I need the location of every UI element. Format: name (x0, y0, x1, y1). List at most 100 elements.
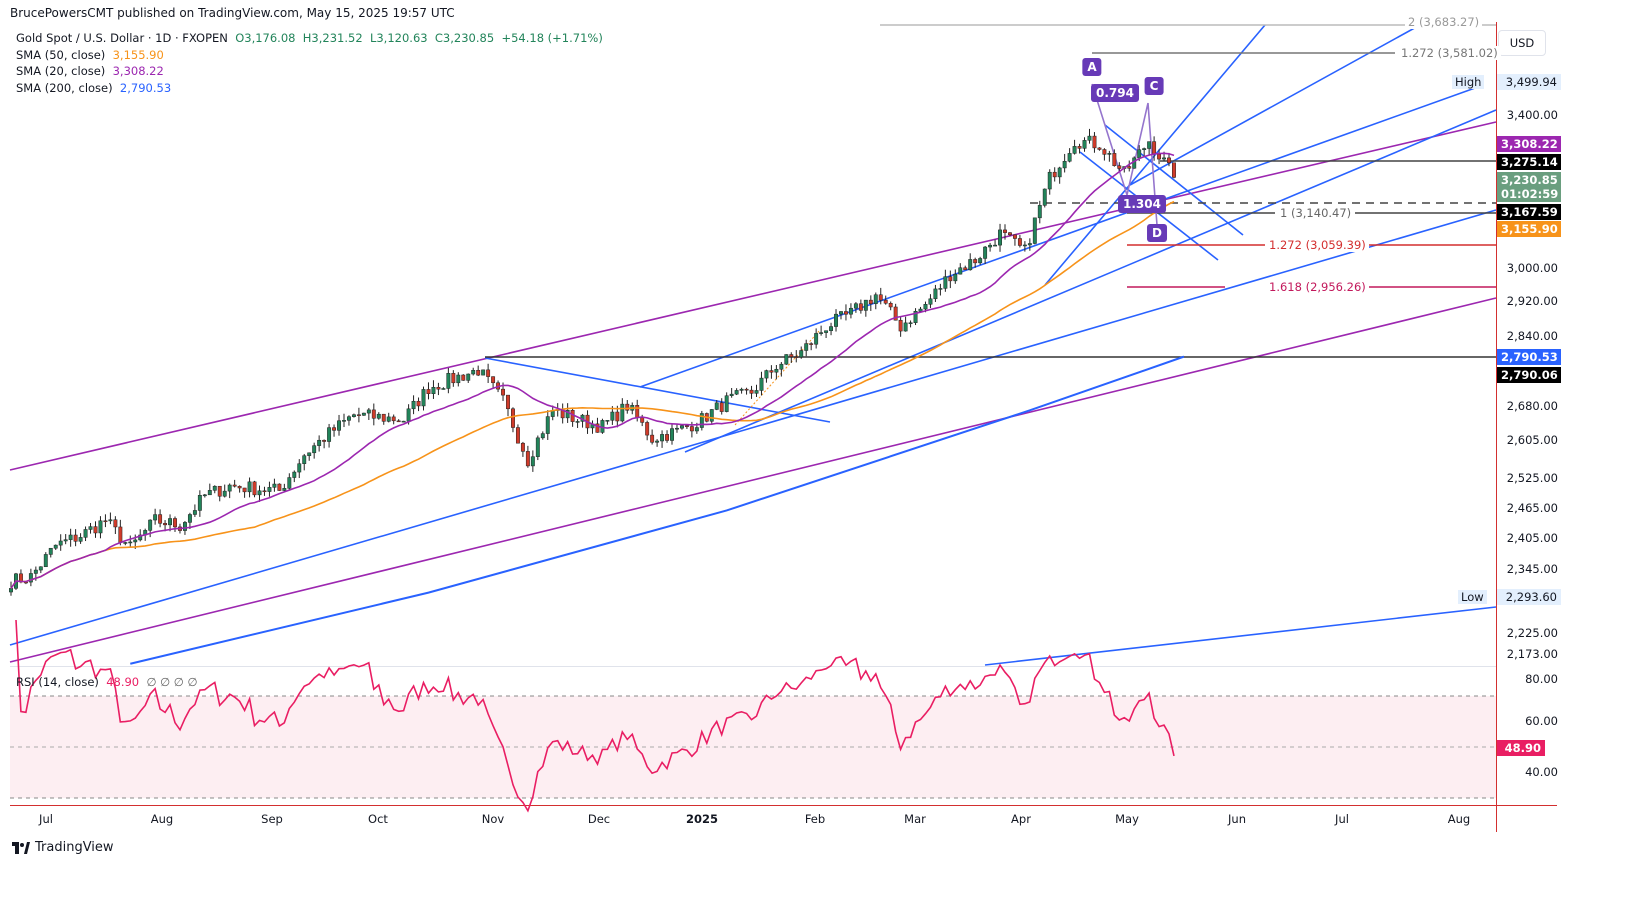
sma20-row[interactable]: SMA (20, close) 3,308.22 (16, 64, 164, 78)
candle-body (794, 356, 799, 358)
candle-body (665, 434, 669, 441)
candle-body (873, 294, 878, 305)
candle-body (535, 437, 540, 457)
high-value: H3,231.52 (302, 31, 363, 45)
candle-body (1092, 135, 1097, 149)
candle-body (834, 313, 838, 327)
candle-body (83, 529, 88, 538)
candle-body (625, 403, 630, 411)
candle-body (361, 412, 366, 416)
candle-body (347, 416, 351, 421)
candle-body (799, 350, 804, 358)
price-tick: 2,345.00 (1506, 562, 1558, 576)
price-tick: 2,525.00 (1506, 471, 1558, 485)
candle-body (1027, 243, 1032, 246)
symbol-row[interactable]: Gold Spot / U.S. Dollar · 1D · FXOPEN O3… (16, 30, 603, 47)
pattern-point-c[interactable]: C (1144, 77, 1164, 95)
sma50-row[interactable]: SMA (50, close) 3,155.90 (16, 47, 164, 62)
candle-body (421, 389, 426, 407)
time-tick: Apr (1011, 812, 1031, 826)
candle-body (814, 333, 819, 345)
candle-body (739, 388, 744, 391)
candle-body (650, 434, 655, 443)
candle-body (1042, 188, 1047, 206)
candle-body (133, 539, 138, 543)
candle-body (441, 388, 446, 390)
time-tick: Sep (261, 812, 283, 826)
price-tick: 2,225.00 (1506, 626, 1558, 640)
rsi-line (15, 619, 1175, 813)
candle-body (918, 308, 923, 312)
low-tag: 2,293.60 (1497, 589, 1561, 605)
close-value: C3,230.85 (434, 31, 495, 45)
candle-body (958, 267, 963, 275)
candle-body (779, 363, 784, 370)
candle-body (108, 519, 113, 522)
candle-body (461, 374, 466, 381)
level-tag: 3,275.14 (1497, 154, 1561, 170)
candle-body (819, 332, 824, 334)
open-value: O3,176.08 (235, 31, 296, 45)
candle-body (878, 294, 883, 301)
candle-body (63, 539, 68, 542)
candle-body (983, 246, 988, 259)
candle-body (381, 413, 386, 422)
candle-body (401, 420, 406, 423)
candle-body (515, 427, 520, 444)
candle-body (456, 374, 461, 384)
time-tick: Mar (904, 812, 926, 826)
high-label: High (1452, 75, 1485, 89)
candle-body (202, 494, 207, 497)
pattern-ratio-label[interactable]: 1.304 (1118, 195, 1166, 213)
candle-body (68, 534, 73, 540)
time-tick: Jul (39, 812, 53, 826)
drawings[interactable] (9, 24, 1497, 666)
candle-body (1107, 153, 1112, 155)
candle-body (212, 485, 217, 491)
candle-body (297, 463, 302, 473)
candle-body (1072, 146, 1077, 154)
pattern-ratio-label[interactable]: 0.794 (1091, 84, 1139, 102)
candle-body (943, 276, 948, 289)
candle-body (749, 389, 754, 394)
candle-body (237, 485, 242, 489)
candle-body (38, 566, 43, 571)
sma200-row[interactable]: SMA (200, close) 2,790.53 (16, 80, 172, 95)
candle-body (1017, 238, 1022, 246)
time-tick: Jun (1228, 812, 1246, 826)
candle-body (689, 426, 694, 432)
candle-body (1097, 147, 1102, 150)
rsi-legend[interactable]: RSI (14, close) 48.90 ∅ ∅ ∅ ∅ (16, 675, 198, 689)
candle-body (903, 322, 908, 332)
candle-body (471, 370, 476, 375)
candle-body (645, 422, 650, 436)
currency-button[interactable]: USD (1498, 30, 1546, 56)
candle-body (128, 541, 133, 544)
candle-body (858, 303, 863, 311)
candle-body (426, 389, 431, 394)
candle-body (973, 259, 978, 264)
sma200-tag: 2,790.53 (1497, 349, 1561, 365)
candle-body (530, 456, 535, 467)
candle-body (784, 354, 789, 365)
candle-body (103, 520, 108, 523)
candle-body (173, 518, 177, 528)
price-tick: 2,173.00 (1506, 647, 1558, 661)
tradingview-logo[interactable]: TradingView (12, 840, 114, 855)
pattern-point-a[interactable]: A (1082, 58, 1102, 76)
rsi-band (10, 696, 1496, 798)
time-tick: Aug (1447, 812, 1471, 826)
pane-divider[interactable] (10, 666, 1496, 667)
candle-body (675, 427, 679, 430)
candle-body (307, 452, 312, 456)
candle-body (998, 229, 1002, 246)
pattern-point-d[interactable]: D (1147, 224, 1167, 242)
candles[interactable] (9, 128, 1176, 596)
candle-body (913, 310, 918, 323)
candle-body (769, 370, 774, 373)
candle-body (1052, 171, 1057, 178)
candle-body (1162, 157, 1166, 160)
sma20-line (10, 152, 1175, 589)
price-tick: 3,000.00 (1506, 261, 1558, 275)
